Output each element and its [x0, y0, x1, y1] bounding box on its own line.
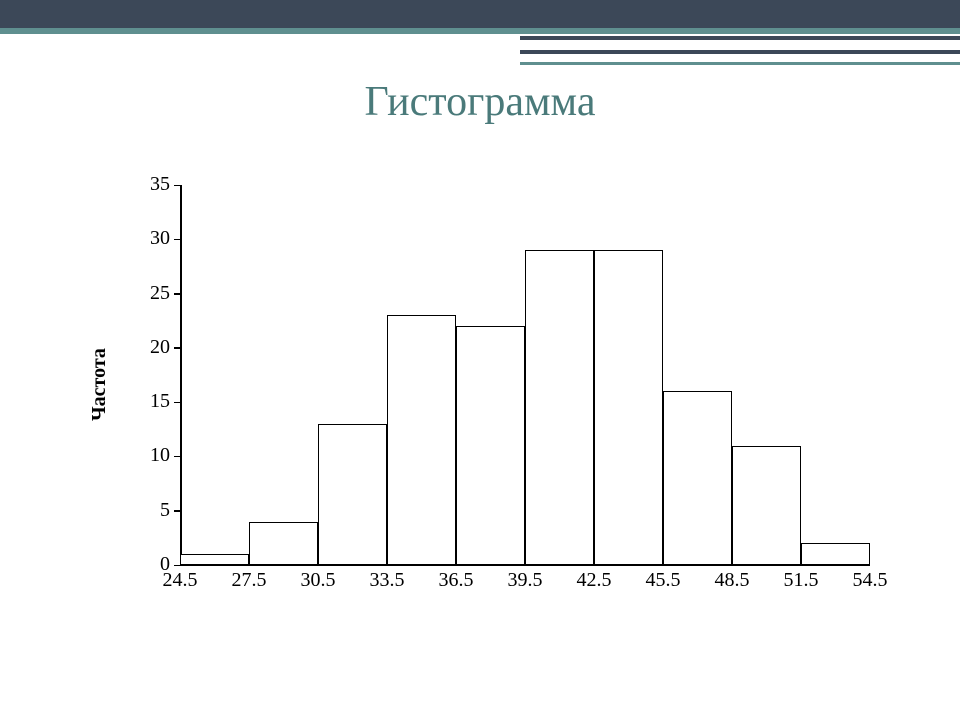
x-tick-label: 54.5: [848, 569, 892, 592]
histogram-chart: Частота 0510152025303524.527.530.533.536…: [70, 185, 890, 615]
y-axis-label: Частота: [88, 348, 111, 421]
header-band: [0, 0, 960, 28]
histogram-bar: [318, 424, 387, 565]
y-tick-label: 15: [150, 390, 170, 413]
histogram-bar: [732, 446, 801, 565]
x-tick-label: 48.5: [710, 569, 754, 592]
histogram-bar: [801, 543, 870, 565]
y-tick-label: 20: [150, 336, 170, 359]
histogram-bar: [249, 522, 318, 565]
slide: Гистограмма Частота 0510152025303524.527…: [0, 0, 960, 720]
header-band: [520, 62, 960, 65]
histogram-bar: [180, 554, 249, 565]
x-tick-label: 27.5: [227, 569, 271, 592]
histogram-bar: [525, 250, 594, 565]
y-tick: [174, 293, 180, 295]
y-axis: [180, 185, 182, 565]
y-tick: [174, 185, 180, 187]
histogram-bar: [594, 250, 663, 565]
header-band: [0, 28, 960, 34]
y-tick: [174, 510, 180, 512]
histogram-bar: [387, 315, 456, 565]
y-tick: [174, 347, 180, 349]
slide-title: Гистограмма: [0, 78, 960, 126]
x-tick-label: 36.5: [434, 569, 478, 592]
x-tick-label: 39.5: [503, 569, 547, 592]
y-tick-label: 5: [160, 499, 170, 522]
y-tick: [174, 239, 180, 241]
y-tick-label: 35: [150, 173, 170, 196]
x-tick-label: 33.5: [365, 569, 409, 592]
y-tick: [174, 402, 180, 404]
histogram-bar: [663, 391, 732, 565]
y-tick: [174, 456, 180, 458]
x-tick-label: 51.5: [779, 569, 823, 592]
header-band: [520, 36, 960, 40]
histogram-bar: [456, 326, 525, 565]
x-tick-label: 45.5: [641, 569, 685, 592]
x-tick-label: 30.5: [296, 569, 340, 592]
y-tick-label: 10: [150, 444, 170, 467]
x-tick-label: 24.5: [158, 569, 202, 592]
y-tick-label: 30: [150, 227, 170, 250]
y-tick-label: 25: [150, 282, 170, 305]
x-tick-label: 42.5: [572, 569, 616, 592]
plot-area: [180, 185, 870, 565]
header-band: [520, 50, 960, 54]
